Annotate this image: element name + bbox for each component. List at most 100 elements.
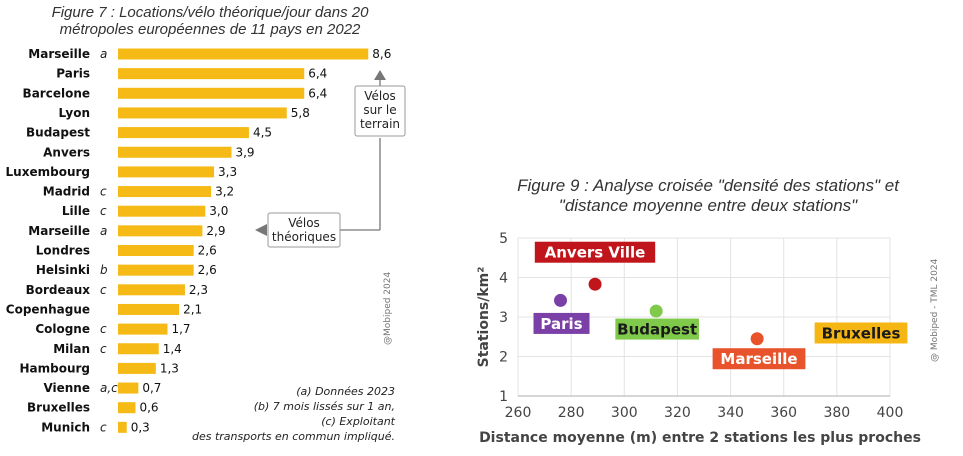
point-label-box — [615, 318, 699, 340]
bar-category-label: Budapest — [26, 126, 90, 140]
figure-9-title-line-1: Figure 9 : Analyse croisée "densité des … — [517, 176, 900, 195]
footnote-c-continued: des transports en commun impliqué. — [192, 430, 395, 443]
scatter-point — [750, 332, 764, 346]
bar — [118, 166, 215, 178]
bar — [118, 362, 156, 374]
bar-category-label: Munich — [41, 420, 90, 434]
bar-category-label: Copenhague — [6, 302, 90, 316]
bar — [118, 48, 369, 60]
scatter-point — [649, 304, 663, 318]
figure-7-credit: @Mobiped 2024 — [383, 272, 393, 345]
x-tick-label: 340 — [717, 405, 744, 421]
bar-value-label: 6,4 — [308, 86, 327, 100]
bar-value-label: 2,6 — [198, 244, 217, 258]
bar-value-label: 2,1 — [183, 302, 202, 316]
annotation-arrowhead-up — [374, 70, 386, 80]
bar — [118, 323, 168, 335]
bar — [118, 68, 305, 80]
bar-category-label: Helsinki — [36, 263, 90, 277]
annotation-velos-theoriques-line-2: théoriques — [272, 230, 336, 244]
point-label: Budapest — [617, 321, 697, 339]
bar — [118, 245, 194, 256]
bar-footnote-marker: c — [100, 185, 107, 199]
bar — [118, 146, 232, 158]
bar-category-label: Hambourg — [19, 361, 90, 375]
bar — [118, 186, 212, 198]
point-label: Paris — [540, 315, 582, 333]
annotation-velos-terrain-line-1: Vélos — [364, 89, 396, 103]
bar — [118, 421, 127, 433]
bar-value-label: 0,7 — [142, 381, 161, 395]
bar-footnote-marker: a,c — [100, 381, 118, 395]
bar-category-label: Cologne — [35, 322, 90, 336]
figure-7-title-line-2: métropoles européennes de 11 pays en 202… — [60, 21, 361, 38]
bar — [118, 382, 139, 394]
bar-value-label: 2,9 — [206, 224, 225, 238]
figure-9-credit: @ Mobiped - TML 2024 — [930, 258, 940, 362]
bar-category-label: Lille — [62, 204, 90, 218]
figure-7-bar-chart: Figure 7 : Locations/vélo théorique/jour… — [6, 4, 406, 443]
scatter-point — [588, 277, 602, 291]
bar — [118, 225, 203, 237]
point-label: Marseille — [720, 350, 797, 368]
bar — [118, 87, 305, 99]
bar-value-label: 1,3 — [160, 361, 179, 375]
bar-value-label: 3,3 — [218, 165, 237, 179]
point-label-box — [712, 348, 806, 370]
bar-category-label: Londres — [36, 244, 90, 258]
x-axis-label: Distance moyenne (m) entre 2 stations le… — [479, 430, 921, 446]
bar — [118, 303, 180, 315]
bar-category-label: Marseille — [28, 47, 90, 61]
bar-value-label: 3,0 — [209, 204, 228, 218]
y-tick-label: 1 — [499, 389, 508, 405]
bar-footnote-marker: c — [100, 204, 107, 218]
bar-value-label: 2,3 — [189, 283, 208, 297]
bar-category-label: Luxembourg — [6, 165, 90, 179]
y-tick-label: 5 — [499, 231, 508, 247]
bar-category-label: Bruxelles — [27, 401, 90, 415]
bar-footnote-marker: a — [100, 224, 107, 238]
bar-footnote-marker: c — [100, 342, 107, 356]
bar — [118, 264, 194, 276]
x-tick-label: 320 — [664, 405, 691, 421]
x-tick-label: 280 — [558, 405, 585, 421]
annotation-arrowhead-left — [255, 224, 267, 236]
y-axis-label: Stations/km² — [476, 267, 492, 368]
bar-category-label: Bordeaux — [26, 283, 91, 297]
footnote-c: (c) Exploitant — [321, 415, 395, 428]
annotation-box-velos-terrain — [354, 85, 406, 137]
bar — [118, 127, 249, 139]
footnote-b: (b) 7 mois lissés sur 1 an, — [254, 400, 395, 413]
bar-category-label: Paris — [56, 67, 90, 81]
figure-7-annotations: Vélos sur le terrain Vélos théoriques — [255, 70, 406, 248]
point-label: Bruxelles — [822, 324, 901, 342]
x-tick-label: 300 — [611, 405, 638, 421]
bar-footnote-marker: c — [100, 420, 107, 434]
bar-category-label: Milan — [53, 342, 90, 356]
x-tick-label: 380 — [823, 405, 850, 421]
point-label-box — [533, 312, 590, 334]
figure-9-scatter-chart: Figure 9 : Analyse croisée "densité des … — [476, 176, 940, 446]
figure-7-title-line-1: Figure 7 : Locations/vélo théorique/jour… — [52, 4, 370, 21]
bar — [118, 107, 287, 119]
bar-footnote-marker: b — [100, 263, 108, 277]
bar — [118, 205, 206, 217]
annotation-box-velos-theoriques — [267, 212, 341, 248]
figure-9-title-line-2: "distance moyenne entre deux stations" — [559, 196, 858, 215]
bar-footnote-marker: a — [100, 47, 107, 61]
bar-value-label: 3,2 — [215, 185, 234, 199]
bar-category-label: Vienne — [43, 381, 90, 395]
x-tick-label: 260 — [505, 405, 532, 421]
bar-category-label: Marseille — [28, 224, 90, 238]
point-label: Anvers Ville — [545, 244, 646, 262]
x-tick-label: 400 — [877, 405, 904, 421]
bar-category-label: Barcelone — [23, 86, 90, 100]
bar — [118, 402, 136, 414]
bar-footnote-marker: c — [100, 322, 107, 336]
bar — [118, 343, 159, 355]
annotation-velos-theoriques-line-1: Vélos — [288, 216, 320, 230]
annotation-velos-terrain-line-2: sur le — [363, 103, 396, 117]
y-tick-label: 4 — [499, 271, 508, 287]
bar-value-label: 1,7 — [171, 322, 190, 336]
